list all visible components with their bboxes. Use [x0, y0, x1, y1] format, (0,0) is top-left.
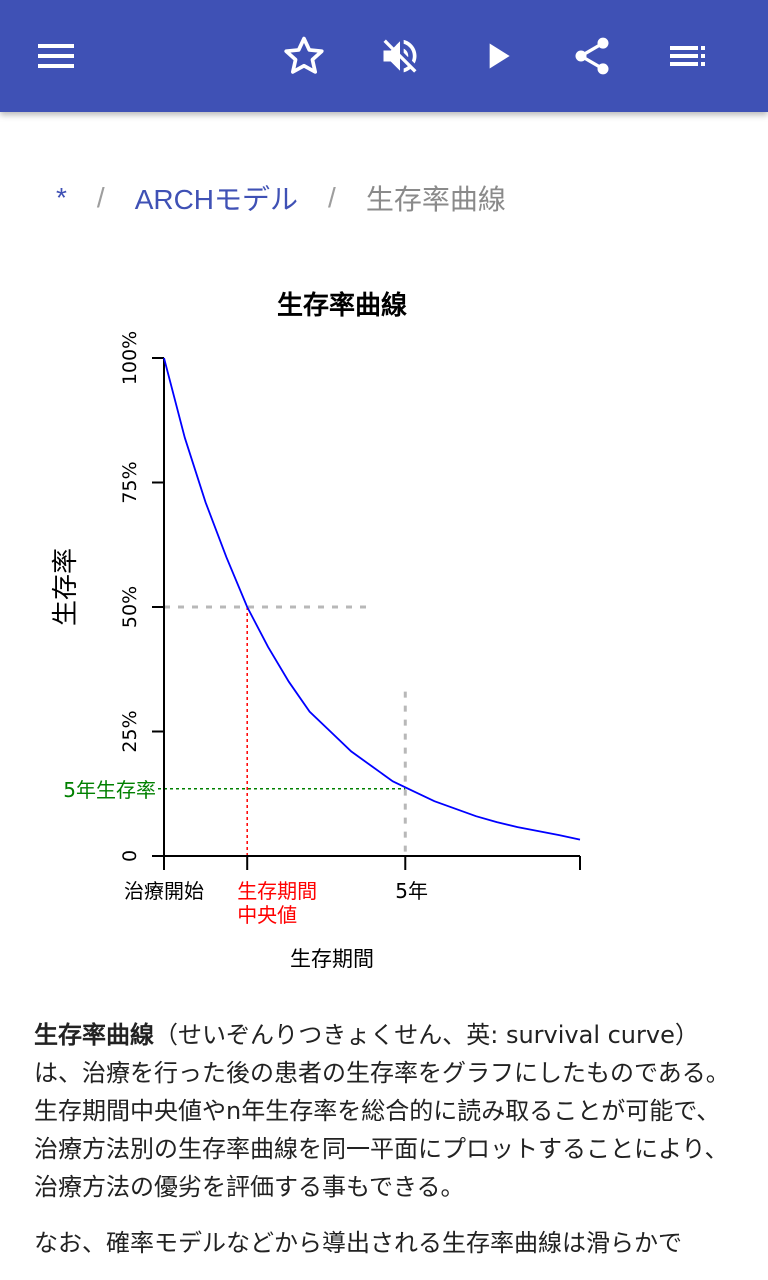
star-icon	[284, 36, 324, 74]
volume-off-icon	[383, 39, 417, 73]
menu-icon	[38, 44, 74, 68]
article-term: 生存率曲線	[34, 1021, 154, 1049]
app-bar	[0, 0, 768, 112]
bookmark-button[interactable]	[276, 28, 332, 84]
y-tick-label: 25%	[119, 710, 141, 752]
x-tick-label-line: 生存期間	[237, 879, 317, 903]
article-body: 生存率曲線（せいぞんりつきょくせん、英: survival curve）は、治療…	[34, 1016, 738, 1280]
five-year-survival-label: 5年生存率	[63, 778, 156, 802]
share-button[interactable]	[564, 28, 620, 84]
playlist-icon	[670, 46, 705, 66]
article-paragraph-text: （せいぞんりつきょくせん、英: survival curve）は、治療を行った後…	[34, 1021, 730, 1201]
x-axis-label: 生存期間	[290, 947, 374, 971]
article-paragraph: なお、確率モデルなどから導出される生存率曲線は滑らかで	[34, 1229, 682, 1257]
breadcrumb: * / ARCHモデル / 生存率曲線	[56, 176, 506, 220]
share-icon	[575, 37, 609, 75]
article-paragraph: 生存率曲線（せいぞんりつきょくせん、英: survival curve）は、治療…	[34, 1016, 738, 1206]
x-tick-label: 治療開始	[124, 879, 204, 903]
breadcrumb-home-link[interactable]: *	[56, 182, 67, 213]
menu-button[interactable]	[28, 28, 84, 84]
x-tick-label-line: 5年	[395, 879, 428, 903]
breadcrumb-parent-link[interactable]: ARCHモデル	[134, 184, 299, 215]
mute-button[interactable]	[372, 28, 428, 84]
breadcrumb-separator: /	[328, 182, 336, 213]
x-tick-label-line: 中央値	[237, 903, 297, 927]
play-button[interactable]	[470, 28, 526, 84]
y-axis-label: 生存率	[51, 548, 81, 626]
x-tick-label-line: 治療開始	[124, 879, 204, 903]
playlist-button[interactable]	[660, 28, 716, 84]
y-tick-label: 100%	[119, 331, 141, 385]
play-icon	[489, 43, 510, 69]
chart-title: 生存率曲線	[277, 290, 407, 321]
x-tick-label: 生存期間中央値	[237, 879, 317, 927]
survival-curve-line	[163, 357, 581, 841]
breadcrumb-separator: /	[96, 182, 105, 213]
y-tick-label: 75%	[119, 461, 141, 503]
x-tick-label: 5年	[395, 879, 428, 903]
breadcrumb-current: 生存率曲線	[365, 184, 506, 215]
y-tick-label: 0	[119, 850, 141, 862]
survival-curve-figure: 生存率曲線 生存率 生存期間 5年生存率 0 25% 50% 75% 100% 治療開始 生存期間中…	[40, 272, 600, 982]
y-tick-label: 50%	[119, 586, 141, 628]
